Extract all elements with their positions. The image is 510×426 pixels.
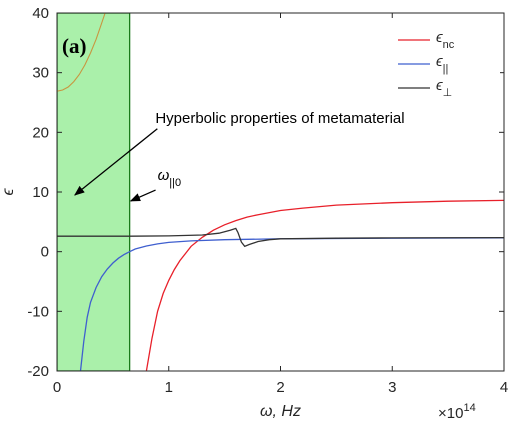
- legend-item-par: ϵ||: [398, 53, 448, 75]
- legend-label-nc: ϵnc: [436, 29, 455, 51]
- omega-symbol: ω: [158, 167, 170, 184]
- x-exponent-power: 14: [463, 402, 475, 414]
- y-tick-label: -10: [27, 303, 49, 320]
- y-tick-label: -20: [27, 363, 49, 380]
- x-ticks: 0 1 2 3 4: [53, 13, 508, 396]
- y-tick-label: 40: [32, 5, 49, 22]
- legend-item-perp: ϵ⊥: [398, 77, 452, 99]
- hyperbolic-region: [57, 13, 131, 371]
- legend: ϵnc ϵ|| ϵ⊥: [392, 20, 500, 99]
- y-axis-label: ϵ: [0, 188, 17, 196]
- x-tick-label: 0: [53, 379, 61, 396]
- plot-area: [57, 13, 504, 371]
- y-ticks: -20 -10 0 10 20 30 40: [27, 5, 504, 380]
- series-line-nc: [145, 199, 504, 371]
- x-tick-label: 4: [500, 379, 508, 396]
- series-line-par: [79, 237, 504, 371]
- y-tick-label: 20: [32, 124, 49, 141]
- annotations: Hyperbolic properties of metamaterial ω|…: [74, 110, 405, 202]
- omega-subscript: ||0: [169, 177, 181, 189]
- legend-label-perp: ϵ⊥: [436, 77, 452, 99]
- legend-item-nc: ϵnc: [398, 29, 455, 51]
- y-tick-label: 10: [32, 184, 49, 201]
- y-tick-label: 0: [41, 244, 49, 261]
- series-line-perp_shade_segment: [57, 13, 106, 92]
- x-tick-label: 3: [388, 379, 396, 396]
- hyperbolic-annotation: Hyperbolic properties of metamaterial: [155, 110, 404, 127]
- panel-label: (a): [62, 34, 87, 58]
- omega-arrow: [129, 189, 156, 202]
- hyperbolic-arrow: [74, 128, 158, 196]
- axes: 0 1 2 3 4 -20 -10 0 10 20 30 40: [27, 5, 508, 396]
- omega-annotation: ω||0: [158, 167, 182, 189]
- legend-label-par: ϵ||: [436, 53, 448, 75]
- x-tick-label: 1: [165, 379, 173, 396]
- x-axis-exponent: ×1014: [438, 402, 476, 422]
- y-tick-label: 30: [32, 65, 49, 82]
- x-exponent-base: ×10: [438, 405, 463, 422]
- x-tick-label: 2: [276, 379, 284, 396]
- legend-box: [392, 20, 500, 94]
- series-line-perp: [57, 227, 504, 248]
- x-axis-label: ω, Hz: [260, 403, 301, 420]
